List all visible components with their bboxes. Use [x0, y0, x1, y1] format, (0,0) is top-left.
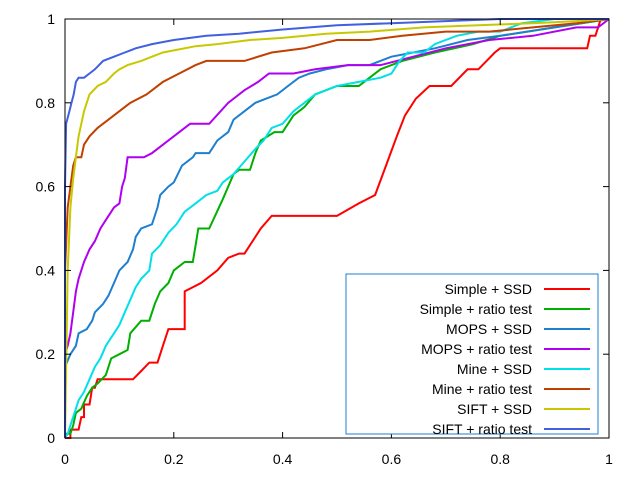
series-line-mine-ssd: [64, 18, 609, 439]
legend-entry: Simple + ratio test: [420, 301, 590, 317]
legend-entry: Simple + SSD: [444, 281, 590, 297]
legend-entry: Mine + ratio test: [432, 381, 590, 397]
legend-label: MOPS + SSD: [446, 321, 532, 337]
legend-entry: MOPS + SSD: [446, 321, 590, 337]
y-tick-label: 1: [47, 11, 55, 27]
y-tick-label: 0.6: [36, 179, 56, 195]
series-line-sift-ssd: [64, 18, 610, 439]
x-tick-label: 0: [61, 451, 69, 467]
legend-entry: Mine + SSD: [457, 361, 590, 377]
legend-label: Mine + SSD: [457, 361, 532, 377]
series-line-simple-ssd: [65, 18, 609, 439]
y-tick-label: 0: [47, 430, 55, 446]
legend-label: MOPS + ratio test: [421, 341, 532, 357]
x-tick-label: 0.2: [164, 451, 184, 467]
legend: Simple + SSD Simple + ratio test MOPS + SS…: [345, 273, 599, 437]
x-tick-label: 0.8: [490, 451, 510, 467]
y-tick-label: 0.8: [36, 95, 56, 111]
legend-label: Simple + ratio test: [420, 301, 533, 317]
legend-label: Simple + SSD: [444, 281, 532, 297]
legend-entry: SIFT + ratio test: [432, 421, 590, 437]
series-line-simple-ratio-test: [64, 18, 610, 438]
legend-box: [345, 273, 599, 435]
legend-label: Mine + ratio test: [432, 381, 532, 397]
x-tick-label: 0.4: [273, 451, 293, 467]
x-tick-label: 1: [605, 451, 613, 467]
legend-entry: SIFT + SSD: [457, 401, 590, 417]
legend-entry: MOPS + ratio test: [421, 341, 590, 357]
plot-frame: [64, 18, 610, 439]
y-tick-label: 0.4: [36, 262, 56, 278]
legend-label: SIFT + SSD: [457, 401, 532, 417]
legend-label: SIFT + ratio test: [432, 421, 532, 437]
y-tick-label: 0.2: [36, 346, 56, 362]
ticks-layer: 0 0.2 0.4 0.6 0.8 1 0 0.2 0.4 0.6 0.8 1: [36, 11, 614, 467]
series-line-sift-ratio-test: [64, 18, 609, 438]
x-tick-label: 0.6: [382, 451, 402, 467]
series-layer: [64, 18, 610, 439]
